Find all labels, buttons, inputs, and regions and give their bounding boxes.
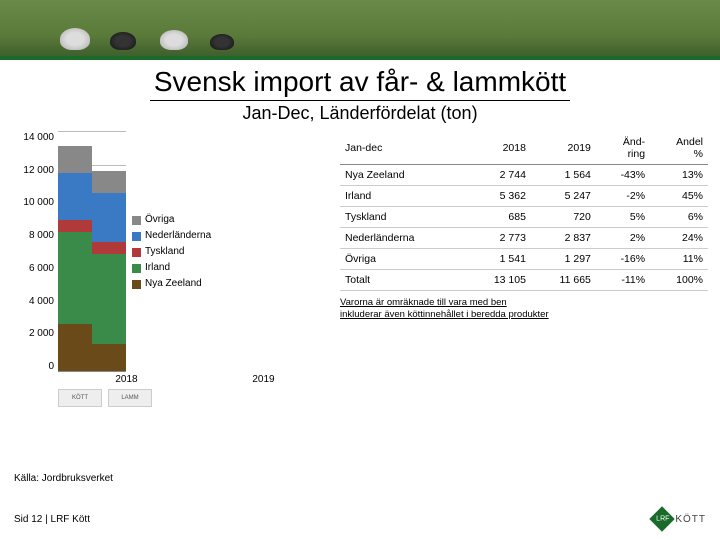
header-banner <box>0 0 720 60</box>
seg-Nederländerna <box>92 193 126 242</box>
seg-Tyskland <box>58 220 92 232</box>
seg-Tyskland <box>92 242 126 254</box>
table-row: Irland5 3625 247-2%45% <box>340 186 708 207</box>
table-row: Totalt13 10511 665-11%100% <box>340 270 708 291</box>
seg-Övriga <box>92 171 126 193</box>
y-tick: 10 000 <box>23 197 54 208</box>
slide-title: Svensk import av får- & lammkött <box>150 66 570 101</box>
chart-legend: ÖvrigaNederländernaTysklandIrlandNya Zee… <box>132 212 211 292</box>
table-row: Nya Zeeland2 7441 564-43%13% <box>340 165 708 186</box>
lrf-logo: LRF KÖTT <box>653 510 706 528</box>
seg-Nya-Zeeland <box>58 324 92 371</box>
seg-Irland <box>92 254 126 344</box>
bar-2019 <box>92 171 126 371</box>
y-tick: 8 000 <box>29 230 54 241</box>
logo-lamm: LAMM <box>108 389 152 407</box>
seg-Nederländerna <box>58 173 92 221</box>
x-axis: 2018 2019 <box>58 374 332 385</box>
legend-item: Tyskland <box>132 244 211 260</box>
col-header: Änd-ring <box>596 132 650 165</box>
stacked-bar-chart: 14 00012 00010 0008 0006 0004 0002 0000 … <box>12 132 332 407</box>
small-logos: KÖTT LAMM <box>58 389 332 407</box>
table-row: Övriga1 5411 297-16%11% <box>340 249 708 270</box>
slide-subtitle: Jan-Dec, Länderfördelat (ton) <box>0 103 720 124</box>
seg-Övriga <box>58 146 92 172</box>
legend-item: Nederländerna <box>132 228 211 244</box>
table-row: Nederländerna2 7732 8372%24% <box>340 228 708 249</box>
y-tick: 0 <box>48 361 54 372</box>
source-label: Källa: Jordbruksverket <box>14 473 113 484</box>
col-header: Jan-dec <box>340 132 465 165</box>
x-label: 2019 <box>252 374 274 385</box>
y-tick: 12 000 <box>23 165 54 176</box>
col-header: 2019 <box>531 132 596 165</box>
legend-item: Irland <box>132 260 211 276</box>
y-tick: 2 000 <box>29 328 54 339</box>
y-tick: 14 000 <box>23 132 54 143</box>
seg-Irland <box>58 232 92 324</box>
bar-2018 <box>58 146 92 371</box>
footnote: Varorna är omräknade till vara med benin… <box>340 297 708 322</box>
y-tick: 4 000 <box>29 296 54 307</box>
y-tick: 6 000 <box>29 263 54 274</box>
data-table: Jan-dec20182019Änd-ringAndel% Nya Zeelan… <box>340 132 708 407</box>
table-row: Tyskland6857205%6% <box>340 207 708 228</box>
logo-kott: KÖTT <box>58 389 102 407</box>
legend-item: Nya Zeeland <box>132 276 211 292</box>
y-axis: 14 000 12 000 10 000 8 000 6 000 4 000 2 000 0 <box>12 132 58 372</box>
page-indicator: Sid 12 | LRF Kött <box>14 514 90 525</box>
chart-plot <box>58 132 126 372</box>
x-label: 2018 <box>115 374 137 385</box>
legend-item: Övriga <box>132 212 211 228</box>
seg-Nya-Zeeland <box>92 344 126 371</box>
col-header: 2018 <box>465 132 531 165</box>
col-header: Andel% <box>650 132 708 165</box>
